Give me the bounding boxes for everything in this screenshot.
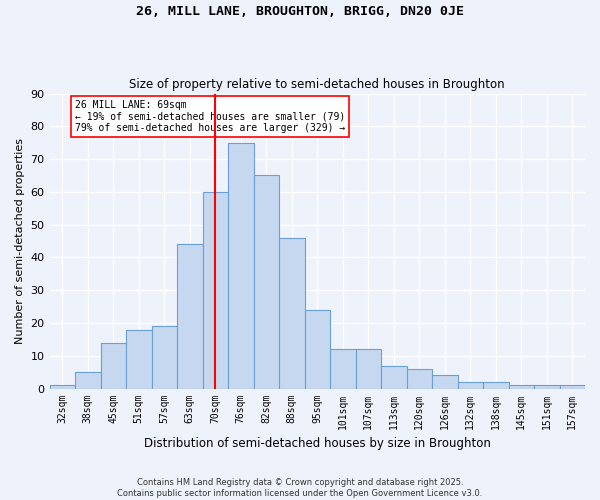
- Title: Size of property relative to semi-detached houses in Broughton: Size of property relative to semi-detach…: [130, 78, 505, 91]
- Bar: [75, 372, 101, 388]
- Text: 26, MILL LANE, BROUGHTON, BRIGG, DN20 0JE: 26, MILL LANE, BROUGHTON, BRIGG, DN20 0J…: [136, 5, 464, 18]
- Y-axis label: Number of semi-detached properties: Number of semi-detached properties: [15, 138, 25, 344]
- Bar: [534, 386, 560, 388]
- Bar: [50, 386, 75, 388]
- Bar: [483, 382, 509, 388]
- Bar: [432, 376, 458, 388]
- Bar: [407, 369, 432, 388]
- X-axis label: Distribution of semi-detached houses by size in Broughton: Distribution of semi-detached houses by …: [144, 437, 491, 450]
- Bar: [560, 386, 585, 388]
- Bar: [254, 176, 279, 388]
- Bar: [228, 142, 254, 388]
- Bar: [356, 349, 381, 389]
- Bar: [279, 238, 305, 388]
- Bar: [305, 310, 330, 388]
- Text: 26 MILL LANE: 69sqm
← 19% of semi-detached houses are smaller (79)
79% of semi-d: 26 MILL LANE: 69sqm ← 19% of semi-detach…: [75, 100, 345, 134]
- Bar: [458, 382, 483, 388]
- Text: Contains HM Land Registry data © Crown copyright and database right 2025.
Contai: Contains HM Land Registry data © Crown c…: [118, 478, 482, 498]
- Bar: [381, 366, 407, 388]
- Bar: [126, 330, 152, 388]
- Bar: [330, 349, 356, 389]
- Bar: [152, 326, 177, 388]
- Bar: [177, 244, 203, 388]
- Bar: [203, 192, 228, 388]
- Bar: [509, 386, 534, 388]
- Bar: [101, 342, 126, 388]
